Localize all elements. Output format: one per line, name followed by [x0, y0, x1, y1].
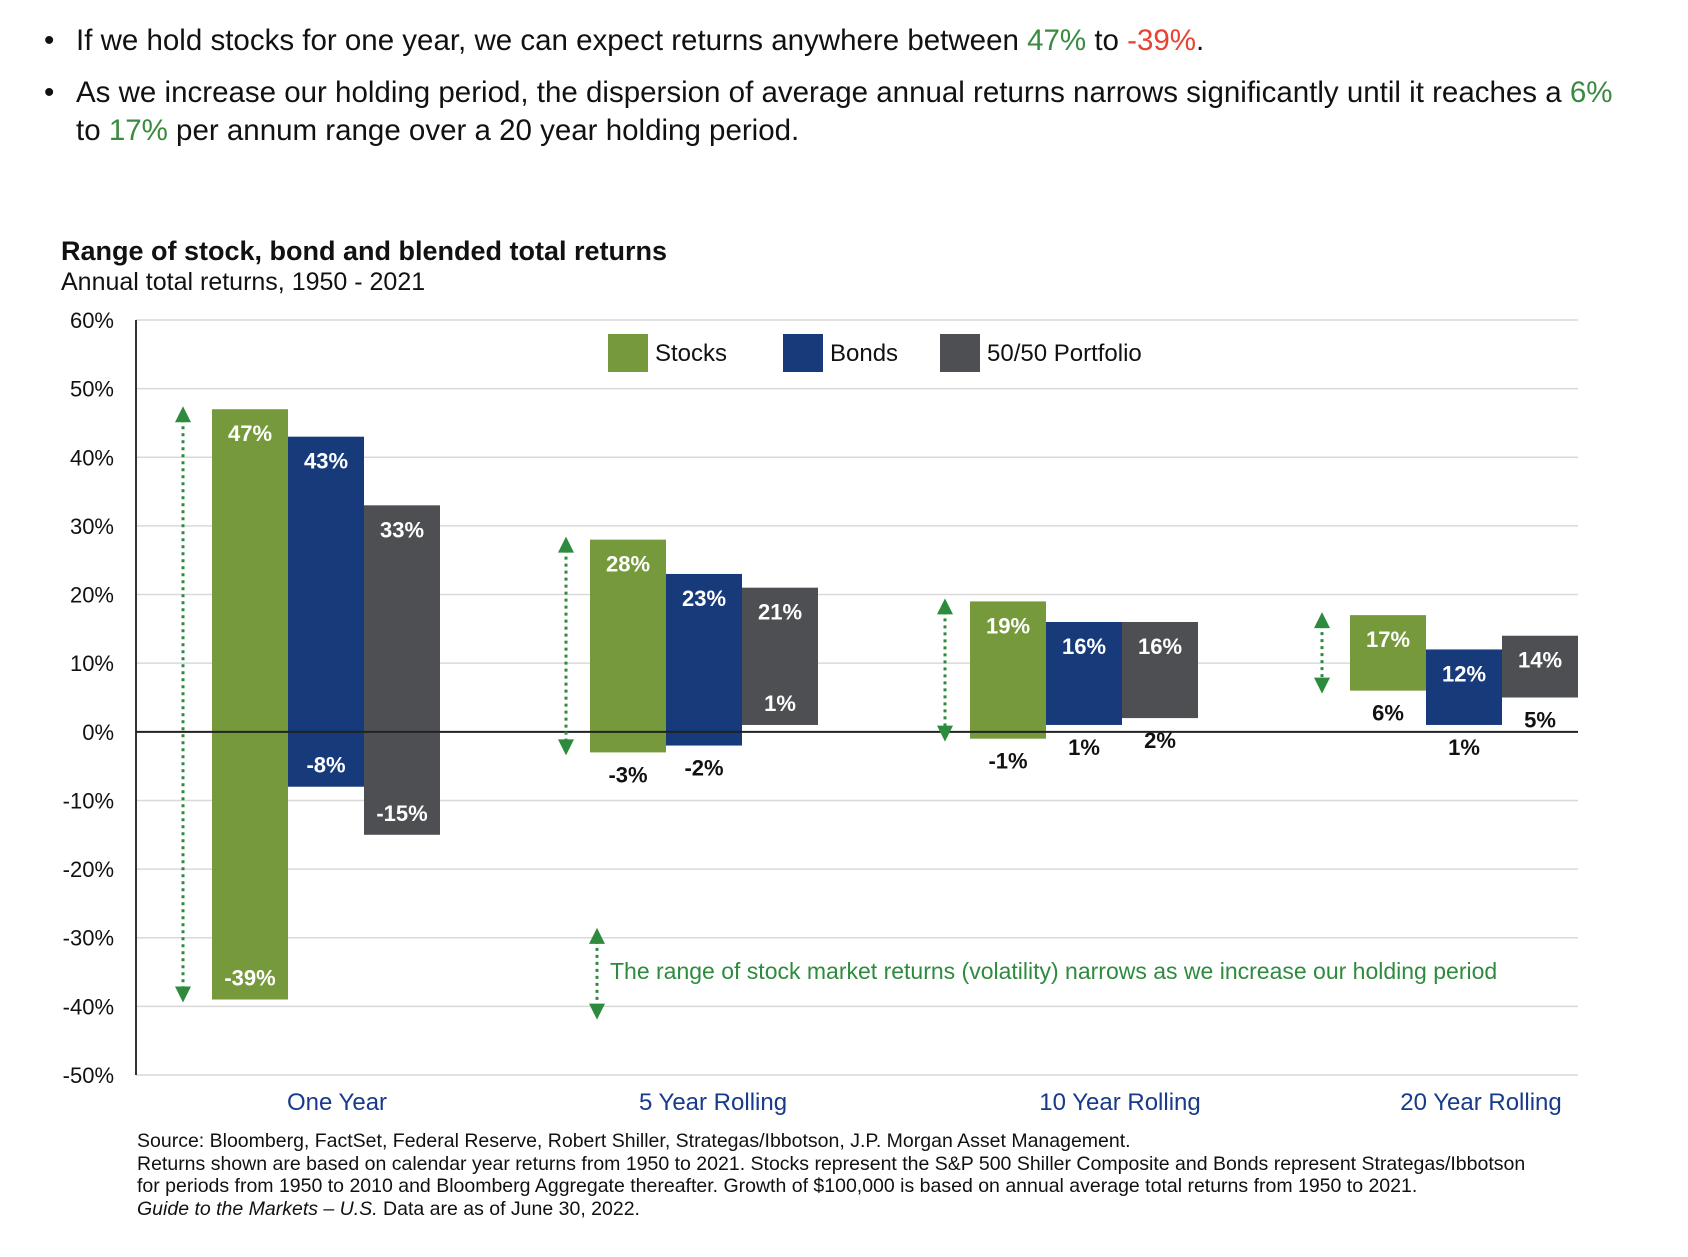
source-notes: Source: Bloomberg, FactSet, Federal Rese… — [137, 1130, 1537, 1220]
highlight-high: 17% — [108, 114, 168, 147]
bullet-text-end: per annum range over a 20 year holding p… — [167, 114, 800, 147]
arrow-up-icon — [175, 406, 191, 423]
y-tick-label: -10% — [63, 788, 114, 813]
arrow-up-icon — [1314, 612, 1330, 629]
y-tick-label: -20% — [63, 857, 114, 882]
annotation-text: The range of stock market returns (volat… — [610, 958, 1497, 984]
arrow-down-icon — [558, 739, 574, 756]
y-tick-label: 50% — [70, 377, 114, 402]
data-label-high: 23% — [682, 586, 726, 611]
y-tick-label: -50% — [63, 1063, 114, 1088]
data-label-low: 1% — [1068, 735, 1100, 760]
arrow-down-icon — [589, 1003, 605, 1020]
bullet-text: As we increase our holding period, the d… — [76, 76, 1570, 109]
chart-subtitle: Annual total returns, 1950 - 2021 — [61, 268, 426, 296]
data-label-low: -1% — [988, 749, 1027, 774]
bar-50-50-portfolio — [1502, 635, 1578, 698]
chart-title: Range of stock, bond and blended total r… — [61, 236, 668, 266]
bullet-dot-icon: • — [44, 24, 55, 57]
bar-50-50-portfolio — [364, 505, 440, 835]
data-label-high: 14% — [1518, 648, 1562, 673]
y-tick-label: 40% — [70, 445, 114, 470]
bullet-text-mid: to — [76, 114, 109, 147]
publication-name: Guide to the Markets – U.S. — [137, 1197, 378, 1220]
source-line: Source: Bloomberg, FactSet, Federal Rese… — [137, 1130, 1131, 1152]
data-label-high: 21% — [758, 600, 802, 625]
data-label-low: -8% — [306, 753, 345, 778]
arrow-down-icon — [937, 725, 953, 742]
highlight-high: 47% — [1027, 24, 1087, 57]
category-label: 20 Year Rolling — [1400, 1089, 1561, 1116]
data-label-high: 43% — [304, 449, 348, 474]
bullet-list: • If we hold stocks for one year, we can… — [40, 22, 1640, 164]
y-tick-label: 30% — [70, 514, 114, 539]
y-tick-label: 10% — [70, 651, 114, 676]
data-date-note: Guide to the Markets – U.S. Data are as … — [137, 1198, 1537, 1221]
legend-label: 50/50 Portfolio — [987, 340, 1142, 367]
bar-bonds — [288, 436, 364, 787]
legend-swatch — [608, 334, 648, 372]
stock-range-arrow — [558, 536, 574, 756]
stock-range-arrow — [175, 406, 191, 1003]
bullet-text-mid: to — [1086, 24, 1128, 57]
legend-label: Bonds — [830, 340, 898, 367]
y-tick-label: -40% — [63, 994, 114, 1019]
data-label-low: -2% — [684, 756, 723, 781]
data-label-low: 1% — [764, 691, 796, 716]
bar-stocks — [970, 601, 1046, 739]
y-tick-label: 0% — [82, 720, 114, 745]
bar-stocks — [590, 539, 666, 753]
arrow-up-icon — [937, 598, 953, 615]
bar-50-50-portfolio — [742, 587, 818, 725]
data-label-low: -15% — [376, 801, 427, 826]
data-label-high: 47% — [228, 421, 272, 446]
bullet-holding-period: • As we increase our holding period, the… — [40, 74, 1640, 150]
data-date: Data are as of June 30, 2022. — [377, 1197, 640, 1220]
bar-bonds — [666, 573, 742, 746]
highlight-low: -39% — [1127, 24, 1196, 57]
methodology-note: Returns shown are based on calendar year… — [137, 1152, 1526, 1198]
stock-range-arrow — [1314, 612, 1330, 694]
y-tick-label: 60% — [70, 308, 114, 333]
category-label: One Year — [287, 1089, 387, 1116]
y-tick-label: 20% — [70, 583, 114, 608]
legend-swatch — [940, 334, 980, 372]
arrow-up-icon — [558, 536, 574, 553]
legend-label: Stocks — [655, 340, 727, 367]
stock-range-arrow — [937, 598, 953, 742]
bullet-dot-icon: • — [44, 76, 55, 109]
data-label-low: 6% — [1372, 701, 1404, 726]
arrow-down-icon — [175, 986, 191, 1003]
arrow-down-icon — [1314, 677, 1330, 694]
arrow-up-icon — [589, 927, 605, 944]
legend-swatch — [783, 334, 823, 372]
bar-bonds — [1046, 622, 1122, 725]
data-label-low: 5% — [1524, 708, 1556, 733]
category-label: 10 Year Rolling — [1039, 1089, 1200, 1116]
bar-stocks — [212, 409, 288, 1000]
data-label-high: 28% — [606, 552, 650, 577]
data-label-high: 33% — [380, 517, 424, 542]
bullet-one-year: • If we hold stocks for one year, we can… — [40, 22, 1640, 60]
data-label-high: 19% — [986, 613, 1030, 638]
highlight-low: 6% — [1569, 76, 1613, 109]
bullet-text: If we hold stocks for one year, we can e… — [76, 24, 1028, 57]
data-label-high: 12% — [1442, 661, 1486, 686]
annotation-arrow — [589, 927, 605, 1020]
category-label: 5 Year Rolling — [639, 1089, 787, 1116]
data-label-high: 16% — [1138, 634, 1182, 659]
data-label-high: 17% — [1366, 627, 1410, 652]
data-label-low: 1% — [1448, 735, 1480, 760]
y-tick-label: -30% — [63, 926, 114, 951]
data-label-high: 16% — [1062, 634, 1106, 659]
bullet-text-end: . — [1196, 24, 1205, 57]
bar-bonds — [1426, 649, 1502, 725]
data-label-low: -39% — [224, 966, 275, 991]
data-label-low: -3% — [608, 762, 647, 787]
bar-stocks — [1350, 615, 1426, 691]
bar-50-50-portfolio — [1122, 622, 1198, 719]
